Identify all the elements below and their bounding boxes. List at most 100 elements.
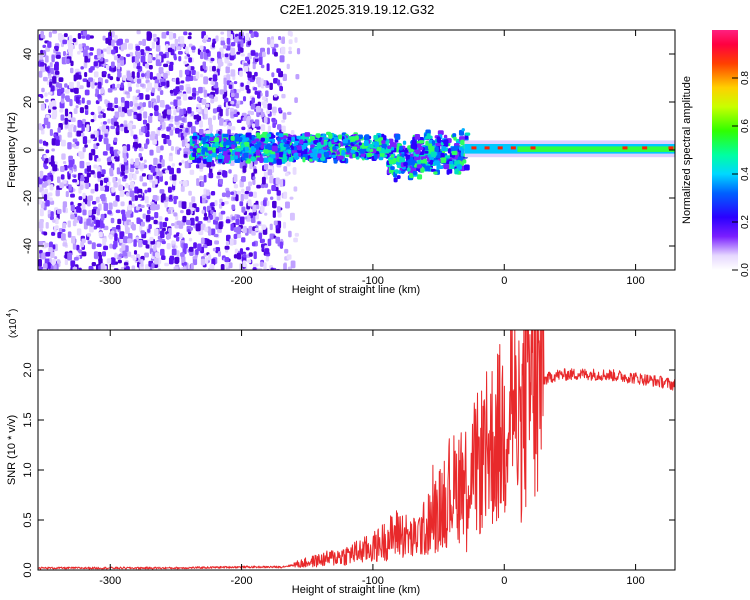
spectrogram-cell [67, 231, 72, 238]
spectrogram-cell [324, 141, 328, 146]
spectrogram-cell [127, 238, 132, 244]
spectrogram-cell [107, 210, 112, 215]
spectrogram-cell [106, 107, 112, 111]
spectrogram-cell [410, 144, 415, 149]
spectrogram-cell [124, 91, 130, 95]
spectrogram-cell [276, 79, 281, 86]
colorbar-tick-label: 0.0 [740, 263, 750, 277]
spectrogram-cell [185, 127, 189, 133]
spectrogram-cell [418, 140, 425, 144]
spectrogram-cell [82, 192, 86, 199]
spectrogram-cell [260, 64, 265, 69]
spectrogram-cell [154, 110, 159, 117]
spectrogram-cell [183, 261, 187, 266]
spectrogram-cell [254, 71, 258, 77]
spectrogram-cell [142, 240, 148, 245]
spectrogram-cell [88, 265, 94, 270]
spectrogram-cell [264, 183, 269, 188]
spectrogram-cell [83, 176, 89, 183]
spectrogram-cell [44, 242, 50, 248]
spectrogram-cell [88, 152, 93, 161]
spectrogram-cell [282, 73, 287, 81]
spectrogram-cell [242, 117, 247, 122]
spectrogram-cell [53, 264, 57, 270]
spectrogram-cell [187, 35, 192, 40]
spectrogram-cell [39, 170, 44, 179]
spectrogram-cell [135, 143, 139, 149]
spectrogram-cell [104, 79, 109, 84]
carrier-max-cell [510, 146, 516, 150]
spectrogram-cell [192, 148, 197, 153]
spectrogram-cell [138, 152, 142, 158]
spec-ytick-label: 20 [22, 96, 34, 108]
spectrogram-cell [315, 133, 321, 138]
spectrogram-cell [118, 38, 123, 45]
spectrogram-cell [185, 76, 190, 82]
spectrogram-cell [208, 227, 212, 236]
spectrogram-cell [62, 222, 67, 229]
spectrogram-cell [68, 81, 74, 89]
spectrogram-cell [50, 251, 55, 259]
spectrogram-cell [54, 45, 59, 50]
spectrogram-cell [154, 83, 159, 89]
spec-xtick-label: -300 [99, 275, 121, 287]
spectrogram-cell [254, 57, 259, 63]
spectrogram-cell [140, 230, 145, 235]
spectrogram-cell [350, 149, 355, 154]
spectrogram-cell [233, 36, 238, 43]
spectrogram-cell [179, 85, 184, 91]
spectrogram-cell [146, 70, 151, 79]
spectrogram-cell [75, 96, 80, 104]
spectrogram-cell [294, 152, 299, 157]
spectrogram-cell [184, 69, 190, 75]
spectrogram-cell [142, 182, 148, 187]
spectrogram-cell [161, 227, 166, 232]
spectrogram-cell [55, 189, 60, 197]
spectrogram-cell [266, 63, 270, 72]
spectrogram-cell [250, 147, 257, 153]
spectrogram-cell [90, 118, 95, 123]
spectrogram-cell [65, 89, 70, 94]
spectrogram-cell [123, 120, 128, 125]
spectrogram-cell [176, 149, 181, 155]
spectrogram-cell [52, 76, 57, 84]
spectrogram-cell [173, 212, 178, 217]
spectrogram-cell [363, 140, 369, 146]
spectrogram-cell [205, 189, 210, 196]
spectrogram-cell [447, 148, 451, 154]
spectrogram-cell [140, 55, 146, 63]
spectrogram-cell [61, 228, 66, 232]
spectrogram-cell [67, 175, 71, 180]
spectrogram-cell [192, 203, 197, 209]
spectrogram-cell [148, 100, 152, 108]
spectrogram-cell [189, 146, 194, 150]
spectrogram-cell [304, 132, 311, 137]
colorbar-tick-label: 0.4 [740, 167, 750, 181]
spectrogram-cell [100, 223, 105, 229]
spectrogram-cell [287, 149, 292, 154]
spectrogram-cell [137, 113, 142, 121]
spectrogram-cell [142, 213, 146, 219]
spectrogram-cell [177, 51, 183, 55]
spectrogram-cell [39, 139, 43, 144]
spectrogram-cell [453, 136, 457, 141]
spectrogram-cell [116, 224, 121, 230]
spectrogram-cell [86, 172, 91, 178]
spectrogram-cell [273, 220, 278, 226]
spectrogram-cell [153, 157, 158, 166]
spectrogram-cell [182, 266, 187, 270]
spectrogram-cell [435, 155, 442, 159]
spectrogram-cell [170, 146, 175, 151]
spectrogram-cell [218, 221, 223, 230]
spectrogram-cell [166, 233, 171, 240]
spectrogram-cell [47, 75, 53, 79]
spectrogram-cell [126, 72, 132, 81]
spectrogram-cell [135, 206, 140, 211]
spectrogram-cell [366, 147, 371, 152]
spectrogram-cell [299, 139, 304, 145]
spectrogram-cell [206, 146, 213, 151]
spectrogram-cell [279, 179, 284, 187]
spectrogram-cell [181, 159, 185, 164]
spectrogram-cell [231, 216, 236, 221]
